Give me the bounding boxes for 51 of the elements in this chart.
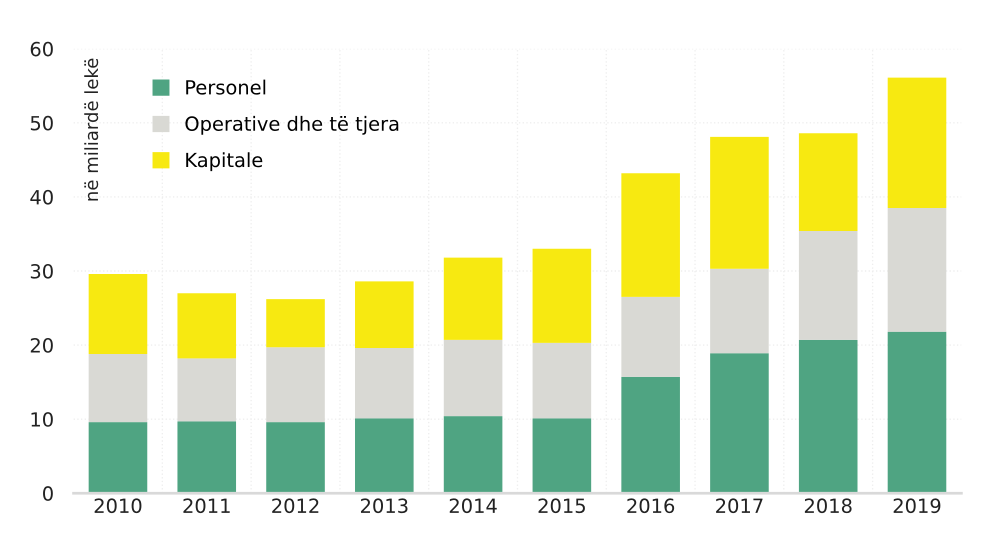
bar [710, 268, 769, 354]
bar [444, 340, 502, 416]
y-tick-label: 60 [30, 42, 53, 56]
bar [532, 342, 592, 418]
bar [798, 133, 858, 231]
y-tick-label: 0 [43, 486, 53, 501]
x-tick-label: 2018 [804, 498, 852, 514]
legend-label: Operative dhe të tjera [185, 116, 398, 135]
x-tick-label: 2012 [272, 498, 318, 514]
bar [798, 340, 858, 494]
bar [621, 296, 680, 377]
bar [621, 173, 680, 297]
bar [355, 348, 414, 418]
x-tick-label: 2015 [538, 498, 585, 514]
bar [710, 136, 769, 269]
bar [888, 208, 946, 332]
x-tick-label: 2014 [450, 498, 497, 514]
bar [798, 231, 858, 340]
x-tick-label: 2017 [716, 498, 763, 514]
bar [88, 422, 148, 494]
bar [266, 422, 325, 494]
bar [177, 358, 236, 422]
bar [888, 78, 946, 208]
x-tick-label: 2011 [183, 498, 230, 514]
bar [266, 299, 325, 348]
bar [888, 332, 946, 494]
y-tick-label: 30 [30, 264, 53, 279]
bar [88, 274, 148, 354]
bar [532, 248, 592, 343]
bar [355, 418, 414, 494]
bar [621, 376, 680, 494]
y-tick-label: 10 [32, 412, 53, 427]
bar [266, 347, 325, 422]
bar [177, 293, 236, 358]
bar [88, 354, 148, 422]
x-tick-label: 2013 [360, 498, 408, 514]
x-tick-label: 2010 [94, 498, 142, 514]
y-axis-title: në miliardë lekë [84, 58, 98, 200]
bar [444, 416, 502, 494]
y-tick-label: 20 [30, 338, 53, 353]
x-tick-label: 2019 [894, 498, 940, 514]
legend-label: Kapitale [186, 152, 262, 172]
bar [177, 421, 236, 494]
y-tick-label: 40 [30, 190, 53, 205]
bar [532, 418, 592, 494]
x-tick-label: 2016 [627, 498, 674, 514]
bar [710, 353, 769, 494]
legend-label: Personel [186, 80, 266, 95]
y-tick-label: 50 [30, 116, 53, 131]
bar [355, 281, 414, 348]
bar [444, 258, 502, 340]
